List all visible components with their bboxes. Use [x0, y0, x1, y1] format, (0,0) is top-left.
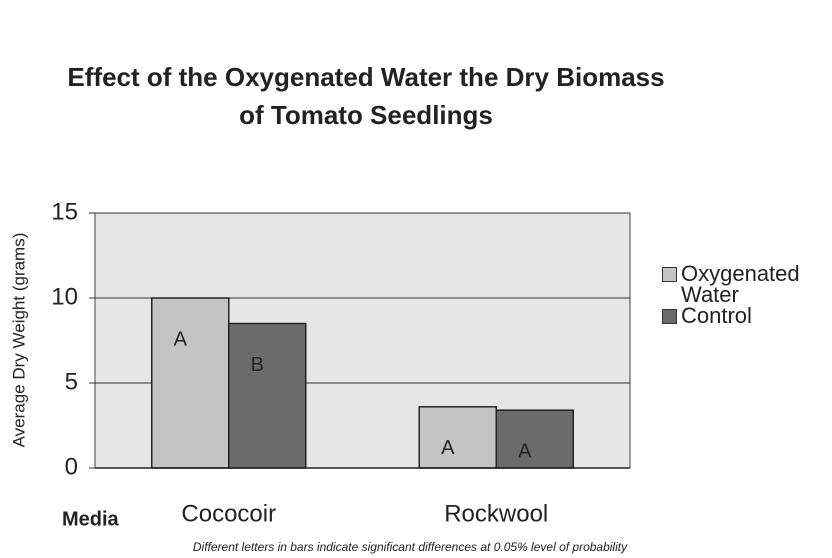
- x-tick-label: Rockwool: [444, 500, 548, 527]
- legend: Oxygenated Water Control: [662, 261, 832, 328]
- legend-item: Control: [662, 303, 832, 328]
- chart-title: Effect of the Oxygenated Water the Dry B…: [67, 62, 665, 130]
- x-axis-label: Media: [62, 508, 120, 530]
- y-tick-label: 5: [65, 368, 78, 395]
- legend-swatch: [662, 267, 677, 282]
- bar-letter: B: [251, 354, 264, 376]
- y-tick-label: 0: [65, 453, 78, 480]
- bar-letter: A: [441, 437, 455, 459]
- bar-letter: A: [518, 440, 532, 462]
- bar-letter: A: [174, 328, 188, 350]
- y-axis-label: Average Dry Weight (grams): [9, 233, 28, 448]
- footnote: Different letters in bars indicate signi…: [193, 540, 628, 554]
- y-tick-label: 15: [51, 198, 78, 225]
- y-tick-label: 10: [51, 283, 78, 310]
- bar: [228, 322, 307, 469]
- legend-label: Oxygenated Water: [681, 261, 800, 307]
- legend-label: Control: [681, 303, 752, 328]
- bar: [418, 406, 497, 469]
- x-tick-label: Cococoir: [181, 500, 276, 527]
- bar: [495, 409, 574, 469]
- legend-item: Oxygenated Water: [662, 261, 832, 307]
- bar: [151, 297, 230, 469]
- legend-swatch: [662, 309, 677, 324]
